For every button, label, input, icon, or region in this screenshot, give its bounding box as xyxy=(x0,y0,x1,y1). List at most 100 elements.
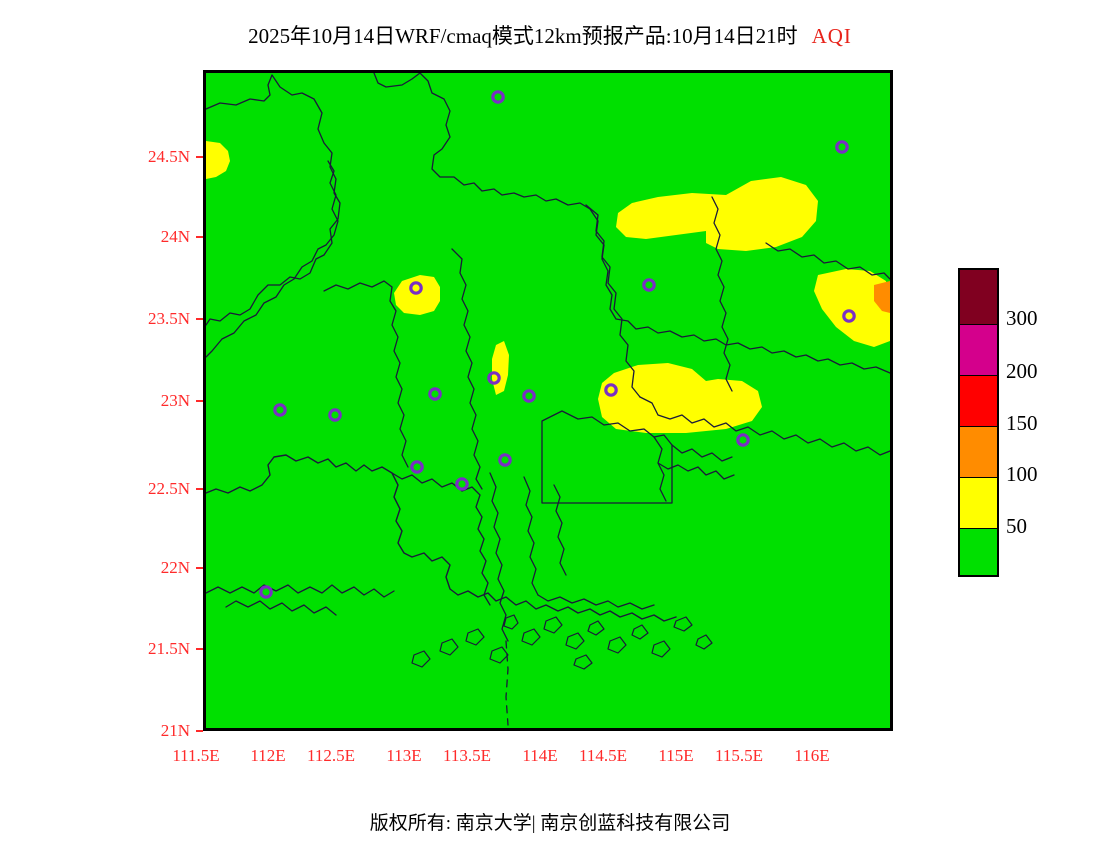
x-tick-label: 116E xyxy=(794,746,830,765)
page-title: 2025年10月14日WRF/cmaq模式12km预报产品:10月14日21时 A… xyxy=(0,20,1100,50)
colorbar-band-50 xyxy=(960,477,997,528)
colorbar-band-0 xyxy=(960,528,997,575)
station-marker xyxy=(328,408,342,422)
station-marker xyxy=(642,278,656,292)
y-tick-label: 24N xyxy=(160,227,190,246)
aqi-region-orange-eastedge xyxy=(874,281,890,313)
station-marker xyxy=(273,403,287,417)
station-marker xyxy=(835,140,849,154)
station-marker xyxy=(409,281,423,295)
boundary-prefecture-east xyxy=(585,204,641,398)
coastline-hongkong xyxy=(657,462,735,480)
island-06 xyxy=(607,636,627,654)
aqi-region-yellow-east xyxy=(598,363,762,433)
colorbar-tick-label: 50 xyxy=(1006,514,1027,538)
x-tick-label: 112.5E xyxy=(306,746,355,765)
y-tick-mark xyxy=(196,648,203,650)
y-tick-label: 23N xyxy=(160,391,190,410)
station-marker xyxy=(259,585,273,599)
y-tick-mark xyxy=(196,567,203,569)
station-marker xyxy=(522,389,536,403)
boundary-prefecture-west xyxy=(206,160,339,358)
aqi-region-yellow-inland-a xyxy=(394,275,440,315)
island-04 xyxy=(565,632,585,650)
x-tick-label: 111.5E xyxy=(172,746,220,765)
island-08 xyxy=(651,640,671,658)
y-tick-mark xyxy=(196,156,203,158)
island-05 xyxy=(587,620,605,636)
y-tick-mark xyxy=(196,488,203,490)
boundary-prefecture-central-east xyxy=(451,248,483,490)
island-07 xyxy=(631,624,649,640)
colorbar xyxy=(958,268,999,577)
island-15 xyxy=(573,654,593,670)
island-03 xyxy=(543,616,563,634)
station-marker xyxy=(428,387,442,401)
coastline-southwest-inlet xyxy=(225,600,337,616)
colorbar-band-100 xyxy=(960,426,997,477)
station-marker xyxy=(455,477,469,491)
colorbar-tick-label: 100 xyxy=(1006,462,1038,486)
y-tick-mark xyxy=(196,400,203,402)
coastline-east-estuary xyxy=(653,436,733,502)
x-tick-label: 115E xyxy=(658,746,694,765)
island-group xyxy=(411,614,713,670)
y-tick-label: 21.5N xyxy=(147,639,190,658)
island-01 xyxy=(503,614,519,630)
y-tick-label: 24.5N xyxy=(147,147,190,166)
maritime-boundary-line xyxy=(505,640,509,726)
island-13 xyxy=(673,616,693,632)
x-tick-label: 115.5E xyxy=(714,746,763,765)
y-tick-mark xyxy=(196,318,203,320)
aqi-region-yellow-westedge xyxy=(206,141,230,179)
y-tick-label: 22N xyxy=(160,558,190,577)
boundary-prefecture-east-2 xyxy=(765,242,890,280)
station-marker xyxy=(842,309,856,323)
aqi-fill-orange-layer xyxy=(874,281,890,313)
coastline-main xyxy=(206,454,677,622)
coastline-southwest xyxy=(206,584,395,598)
station-marker xyxy=(487,371,501,385)
x-tick-label: 113E xyxy=(386,746,422,765)
station-marker xyxy=(410,460,424,474)
y-tick-mark xyxy=(196,730,203,732)
colorbar-band-200 xyxy=(960,324,997,375)
boundary-coast-east xyxy=(639,396,890,456)
boundary-hk-waters-box xyxy=(541,410,673,504)
x-tick-label: 114E xyxy=(522,746,558,765)
y-tick-label: 23.5N xyxy=(147,309,190,328)
station-marker xyxy=(498,453,512,467)
colorbar-tick-label: 300 xyxy=(1006,306,1038,330)
x-tick-label: 113.5E xyxy=(442,746,491,765)
station-marker xyxy=(491,90,505,104)
island-14 xyxy=(695,634,713,650)
page-title-text: 2025年10月14日WRF/cmaq模式12km预报产品:10月14日21时 xyxy=(248,24,798,48)
map-canvas xyxy=(206,73,890,726)
map-plot-area xyxy=(203,70,893,731)
boundary-prefecture-far-east xyxy=(711,196,733,392)
aqi-fill-layer xyxy=(206,141,890,433)
colorbar-tick-label: 150 xyxy=(1006,411,1038,435)
coastline-prd-channel-a xyxy=(489,472,509,642)
y-tick-label: 21N xyxy=(160,721,190,740)
colorbar-band-150 xyxy=(960,375,997,426)
station-marker-layer xyxy=(259,90,856,599)
station-marker xyxy=(736,433,750,447)
colorbar-tick-label: 200 xyxy=(1006,359,1038,383)
aqi-region-yellow-inland-b xyxy=(492,341,509,395)
coastline-prd-channel-c xyxy=(553,484,567,576)
island-12 xyxy=(411,650,431,668)
island-10 xyxy=(465,628,485,646)
island-09 xyxy=(489,646,509,664)
boundary-prefecture-central xyxy=(323,280,409,468)
boundary-north-province xyxy=(206,74,341,326)
y-tick-mark xyxy=(196,236,203,238)
island-11 xyxy=(439,638,459,656)
coastline-prd-estuary xyxy=(537,594,655,610)
aqi-region-yellow-east-coast xyxy=(814,269,890,347)
boundary-north-central xyxy=(373,73,890,374)
island-02 xyxy=(521,628,541,646)
station-marker xyxy=(604,383,618,397)
x-tick-label: 112E xyxy=(250,746,286,765)
coastline-prd-west xyxy=(391,472,491,606)
